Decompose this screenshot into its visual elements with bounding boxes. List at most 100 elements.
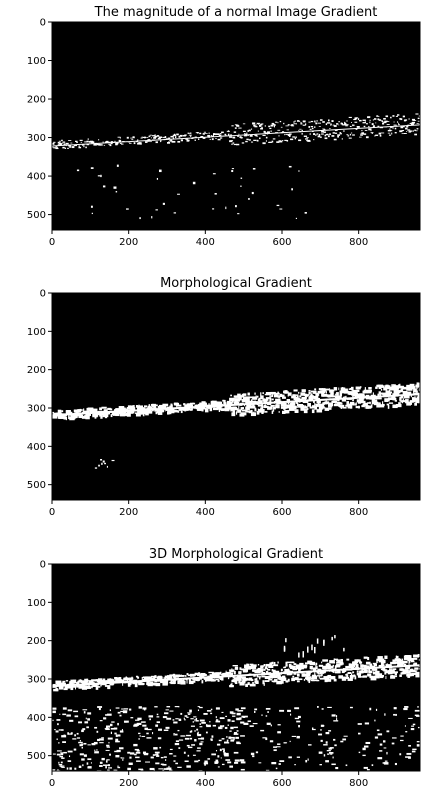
edge-segment (278, 396, 280, 399)
edge-speck (312, 728, 316, 731)
edge-segment (323, 131, 326, 133)
edge-speck (127, 767, 131, 771)
edge-segment (127, 683, 131, 687)
edge-segment (319, 390, 326, 394)
edge-speck (164, 712, 169, 715)
edge-segment (398, 122, 400, 124)
edge-segment (268, 679, 273, 681)
edge-segment (68, 145, 72, 147)
edge-segment (188, 680, 194, 685)
edge-speck (199, 706, 203, 709)
edge-segment (407, 666, 411, 669)
edge-segment (314, 405, 318, 410)
edge-speck (105, 760, 108, 763)
edge-segment (153, 404, 158, 407)
edge-segment (58, 415, 65, 419)
edge-speck (122, 759, 124, 761)
edge-speck (117, 734, 121, 737)
edge-segment (398, 402, 401, 405)
edge-speck (99, 742, 104, 744)
edge-segment (91, 679, 97, 682)
edge-segment (226, 672, 229, 676)
edge-speck (211, 735, 214, 738)
edge-segment (273, 126, 276, 128)
edge-segment (149, 141, 152, 143)
edge-segment (388, 134, 392, 136)
edge-speck (126, 208, 129, 210)
edge-speck (130, 717, 134, 719)
edge-speck (212, 724, 216, 727)
edge-segment (362, 675, 367, 678)
edge-segment (325, 123, 328, 126)
chart-title: Morphological Gradient (160, 276, 312, 291)
edge-speck (203, 712, 208, 715)
edge-segment (384, 669, 387, 672)
edge-segment (185, 138, 189, 140)
edge-speck (113, 186, 117, 189)
edge-segment (271, 398, 274, 401)
edge-segment (218, 405, 223, 408)
edge-speck (115, 740, 119, 743)
edge-segment (371, 132, 373, 134)
edge-speck (137, 717, 142, 721)
edge-speck (123, 708, 129, 710)
edge-segment (331, 120, 334, 123)
edge-segment (262, 680, 265, 684)
edge-segment (328, 119, 330, 122)
edge-segment (383, 121, 387, 124)
edge-speck (78, 721, 83, 724)
edge-segment (411, 657, 418, 660)
edge-speck (156, 177, 159, 180)
edge-segment (290, 124, 293, 126)
edge-segment (311, 674, 317, 677)
edge-segment (414, 402, 417, 406)
edge-speck (86, 762, 89, 765)
edge-segment (400, 395, 404, 399)
edge-speck (70, 732, 73, 735)
edge-segment (405, 127, 408, 130)
edge-segment (326, 402, 329, 405)
edge-segment (346, 120, 348, 122)
edge-segment (416, 671, 420, 676)
edge-speck (101, 462, 103, 465)
edge-segment (69, 681, 71, 684)
edge-speck (106, 713, 112, 716)
edge-segment (246, 138, 249, 141)
edge-speck (243, 722, 249, 725)
edge-speck (175, 733, 178, 736)
edge-speck (111, 721, 115, 723)
edge-segment (307, 407, 309, 410)
edge-speck (298, 724, 300, 728)
edge-segment (218, 408, 221, 412)
edge-segment (315, 403, 319, 407)
edge-segment (56, 146, 58, 148)
edge-segment (233, 670, 236, 675)
edge-segment (247, 130, 249, 132)
edge-speck (198, 738, 203, 740)
edge-segment (256, 395, 259, 398)
edge-speck (93, 741, 98, 745)
edge-speck (97, 175, 101, 177)
edge-segment (418, 123, 420, 125)
edge-segment (56, 412, 62, 415)
edge-segment (119, 136, 121, 139)
edge-segment (411, 385, 415, 388)
edge-segment (180, 681, 186, 685)
edge-speck (321, 708, 324, 710)
edge-segment (338, 675, 344, 679)
edge-segment (379, 404, 385, 408)
edge-speck (194, 760, 199, 763)
edge-speck (117, 766, 121, 769)
edge-speck (194, 739, 197, 742)
edge-segment (392, 115, 395, 117)
edge-speck (162, 763, 167, 766)
edge-segment (310, 120, 314, 123)
edge-segment (231, 125, 234, 127)
edge-segment (180, 674, 182, 677)
edge-segment (277, 391, 279, 395)
edge-segment (388, 669, 393, 673)
edge-segment (315, 662, 318, 666)
edge-speck (386, 730, 390, 733)
edge-segment (344, 122, 347, 125)
edge-segment (351, 673, 353, 677)
